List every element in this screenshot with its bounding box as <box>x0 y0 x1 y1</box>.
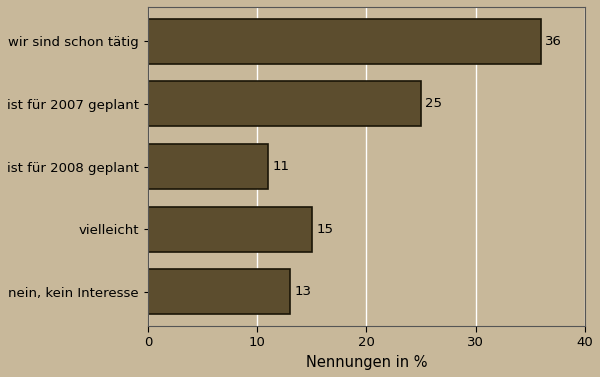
Text: 13: 13 <box>294 285 311 298</box>
Text: 25: 25 <box>425 97 442 110</box>
Bar <box>148 81 421 126</box>
Bar <box>148 269 290 314</box>
Bar <box>148 207 312 251</box>
Bar <box>148 144 268 189</box>
Bar <box>148 19 541 64</box>
X-axis label: Nennungen in %: Nennungen in % <box>305 355 427 370</box>
Text: 36: 36 <box>545 35 562 48</box>
Text: 15: 15 <box>316 222 333 236</box>
Text: 11: 11 <box>272 160 289 173</box>
